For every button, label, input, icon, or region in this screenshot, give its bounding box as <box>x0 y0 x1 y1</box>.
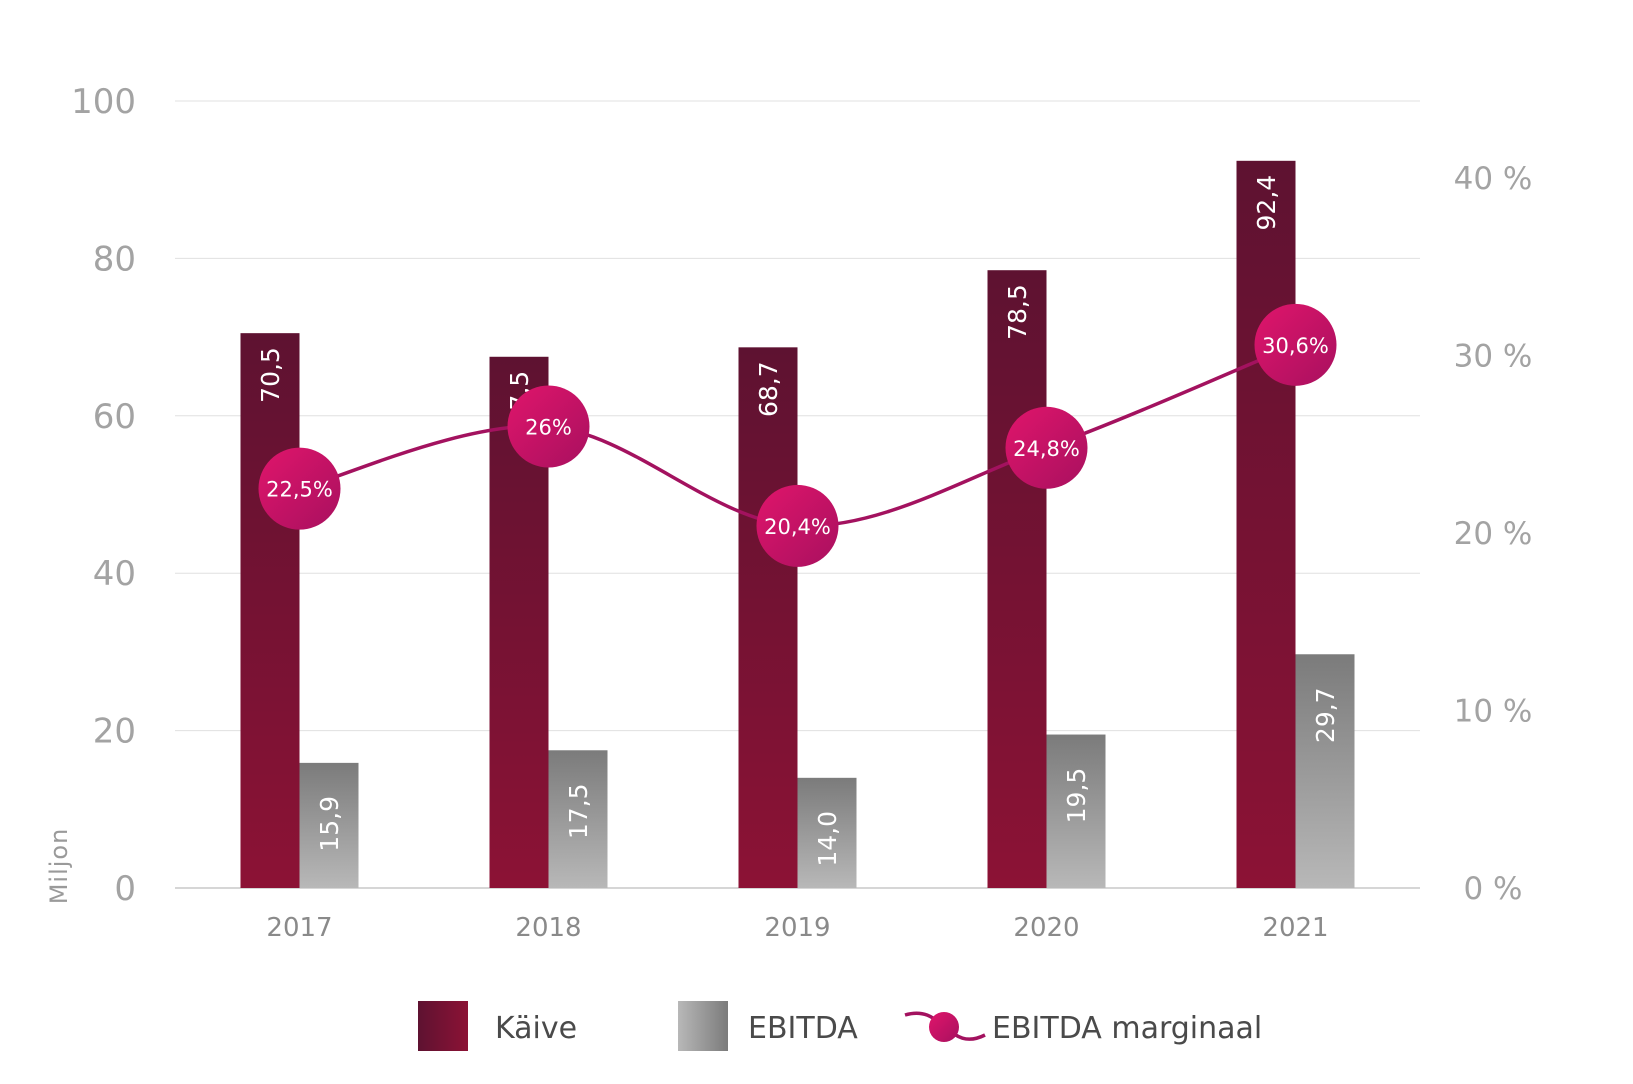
bar-ebitda <box>1046 734 1106 888</box>
y-tick-label: 100 <box>71 82 136 122</box>
legend-item-ebitda-marginaal: EBITDA marginaal <box>904 1011 1262 1046</box>
legend: Käive EBITDA EBITDA marginaal <box>418 1001 1262 1051</box>
legend-item-ebitda: EBITDA <box>678 1001 858 1051</box>
y2-tick-label: 10 % <box>1454 694 1533 730</box>
legend-item-kaive: Käive <box>418 1001 577 1051</box>
x-axis: 2017 2018 2019 2020 2021 <box>266 913 1328 943</box>
legend-swatch-ebitda <box>678 1001 728 1051</box>
margin-marker <box>1005 406 1088 489</box>
margin-marker-label: 26% <box>525 416 572 440</box>
bar-label-ebitda: 15,9 <box>315 796 344 852</box>
y-tick-label: 60 <box>93 397 136 437</box>
margin-marker-label: 22,5% <box>266 478 333 502</box>
legend-label-ebitda: EBITDA <box>748 1011 858 1046</box>
x-tick-label: 2021 <box>1262 913 1328 943</box>
y-tick-label: 40 <box>93 554 136 594</box>
margin-marker <box>507 385 590 468</box>
bar-ebitda <box>797 777 857 888</box>
y-axis-left: 0 20 40 60 80 100 <box>71 82 136 909</box>
bar-ebitda <box>299 762 359 888</box>
x-tick-label: 2020 <box>1013 913 1079 943</box>
y2-tick-label: 30 % <box>1454 339 1533 375</box>
bar-kaive <box>738 347 798 888</box>
y-tick-label: 80 <box>93 239 136 279</box>
legend-marker-ebitda-marginaal <box>929 1012 959 1042</box>
bar-label-kaive: 78,5 <box>1003 284 1032 340</box>
y2-tick-label: 20 % <box>1454 516 1533 552</box>
margin-marker-label: 30,6% <box>1262 334 1329 358</box>
legend-label-ebitda-marginaal: EBITDA marginaal <box>992 1011 1262 1046</box>
margin-marker <box>1254 303 1337 386</box>
margin-marker-label: 20,4% <box>764 515 831 539</box>
y-tick-label: 0 <box>114 869 136 909</box>
x-tick-label: 2018 <box>515 913 581 943</box>
y-axis-right: 0 % 10 % 20 % 30 % 40 % <box>1454 161 1533 907</box>
x-tick-label: 2019 <box>764 913 830 943</box>
bar-label-ebitda: 14,0 <box>813 811 842 867</box>
bar-label-ebitda: 17,5 <box>564 783 593 839</box>
y2-tick-label: 0 % <box>1463 871 1522 907</box>
legend-label-kaive: Käive <box>495 1011 577 1046</box>
y2-tick-label: 40 % <box>1454 161 1533 197</box>
bar-label-ebitda: 19,5 <box>1062 768 1091 824</box>
bar-label-kaive: 92,4 <box>1252 175 1281 231</box>
y-axis-label: Miljon <box>45 828 73 905</box>
x-tick-label: 2017 <box>266 913 332 943</box>
margin-line: 22,5% 26% 20,4% 24,8% 30,6% <box>258 303 1337 567</box>
margin-marker-label: 24,8% <box>1013 437 1080 461</box>
bar-kaive <box>1236 160 1296 888</box>
legend-swatch-kaive <box>418 1001 468 1051</box>
bar-kaive <box>987 270 1047 889</box>
margin-marker <box>756 484 839 567</box>
margin-marker <box>258 447 341 530</box>
y-tick-label: 20 <box>93 712 136 752</box>
bar-label-ebitda: 29,7 <box>1311 687 1340 743</box>
bar-kaive <box>240 333 300 888</box>
bar-label-kaive: 68,7 <box>754 361 783 417</box>
bar-ebitda <box>1295 654 1355 888</box>
bar-ebitda <box>548 750 608 888</box>
bar-label-kaive: 70,5 <box>256 347 285 403</box>
